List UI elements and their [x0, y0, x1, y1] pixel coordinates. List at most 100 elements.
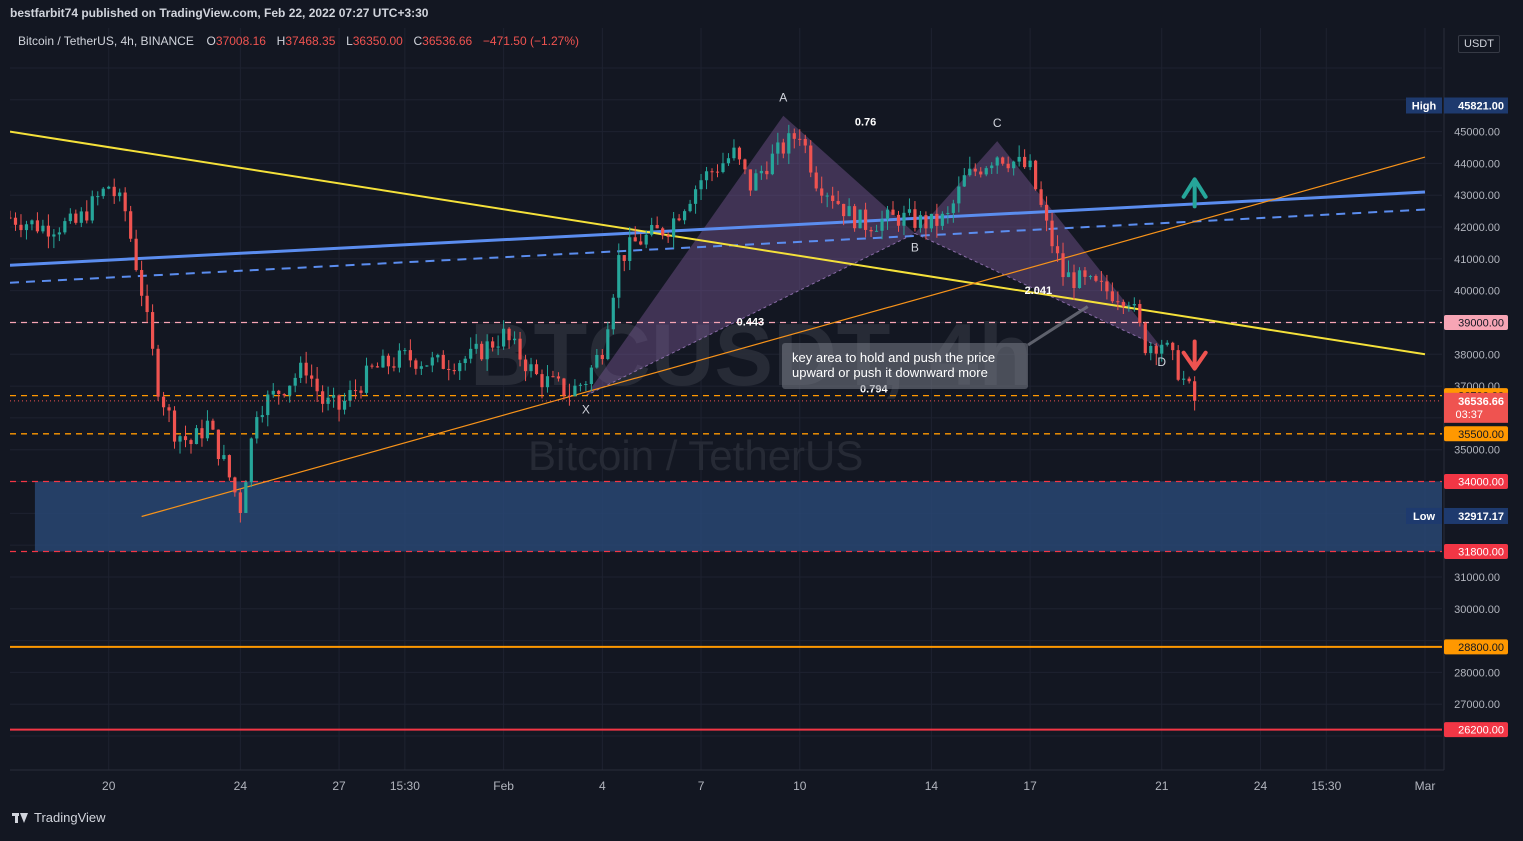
candle-body [337, 395, 341, 410]
candle-body [123, 192, 127, 212]
pattern-point-label: X [582, 403, 590, 417]
candle-body [1083, 270, 1087, 277]
candle-body [288, 385, 292, 396]
candle-body [858, 209, 862, 229]
current-price-tag-bg [1444, 392, 1508, 423]
candle-body [310, 375, 314, 379]
candle-body [540, 374, 544, 388]
candle-body [57, 232, 61, 235]
candle-body [41, 225, 45, 232]
candle-body [1165, 342, 1169, 345]
candle-body [633, 237, 637, 242]
candle-body [869, 229, 873, 232]
candle-body [277, 390, 281, 394]
symbol-name[interactable]: Bitcoin / TetherUS, 4h, BINANCE [18, 34, 194, 48]
candle-body [787, 133, 791, 154]
trendline-yellow [10, 130, 1426, 356]
candle-body [902, 212, 906, 226]
candle-body [853, 206, 857, 229]
candle-body [589, 367, 593, 384]
candle-body [474, 343, 478, 349]
level-price-tag-label: 35500.00 [1458, 429, 1504, 441]
candle-body [929, 213, 933, 229]
candle-body [814, 172, 818, 189]
candle-body [606, 329, 610, 360]
candle-body [1138, 303, 1142, 323]
level-price-tag-label: 34000.00 [1458, 477, 1504, 489]
candle-body [556, 376, 561, 379]
candle-body [979, 171, 983, 175]
candle-body [573, 385, 577, 396]
currency-label[interactable]: USDT [1458, 35, 1500, 53]
candle-body [770, 153, 774, 175]
up-arrow-icon [1181, 177, 1208, 209]
candle-body [331, 395, 336, 398]
candle-body [348, 390, 352, 401]
candle-body [172, 410, 177, 442]
candle-body [913, 209, 917, 228]
candle-body [880, 219, 884, 231]
candle-body [1072, 272, 1076, 289]
candle-body [545, 376, 550, 388]
candle-body [523, 359, 528, 372]
candle-body [161, 396, 166, 408]
level-price-tag-label: 31800.00 [1458, 547, 1504, 559]
time-tick-label: 14 [925, 779, 939, 793]
level-price-tag [1444, 314, 1508, 330]
candle-body [661, 228, 665, 236]
candle-body [754, 173, 758, 191]
candle-body [68, 213, 72, 222]
candle-body [567, 395, 572, 397]
price-tick-label: 38000.00 [1454, 349, 1500, 361]
candle-body [995, 157, 999, 166]
current-price-countdown: 03:37 [1455, 409, 1483, 421]
candle-body [798, 138, 802, 140]
candle-body [463, 358, 467, 364]
annotation-box[interactable]: key area to hold and push the price upwa… [782, 343, 1028, 389]
candle-body [1149, 345, 1153, 354]
candle-body [655, 225, 659, 229]
candle-body [704, 171, 709, 181]
candle-body [644, 234, 648, 245]
candle-body [430, 357, 434, 366]
candle-body [1094, 276, 1098, 281]
candle-body [1088, 276, 1093, 278]
candle-body [238, 492, 242, 513]
candle-body [496, 346, 500, 348]
candle-body [271, 390, 275, 395]
low-tag-value: 32917.17 [1458, 511, 1504, 523]
candle-body [1006, 163, 1010, 169]
candle-body [1160, 344, 1164, 354]
support-zone [34, 481, 1442, 552]
candle-body [507, 328, 511, 341]
candle-body [200, 428, 204, 439]
pattern-xab [585, 115, 915, 396]
price-tick-label: 40000.00 [1454, 286, 1500, 298]
candle-body [19, 224, 23, 231]
time-tick-label: 15:30 [1311, 779, 1341, 793]
candle-body [551, 376, 555, 378]
candle-body [397, 350, 401, 368]
candle-body [693, 189, 698, 204]
candle-body [682, 211, 687, 221]
candle-body [1039, 189, 1043, 205]
time-tick-label: 21 [1155, 779, 1169, 793]
low-tag-label-bg [1406, 507, 1442, 524]
candle-body [715, 171, 720, 173]
candle-body [326, 397, 330, 404]
candle-body [1154, 345, 1158, 354]
footer-brand[interactable]: TradingView [12, 810, 106, 825]
candle-body [107, 186, 111, 189]
candle-body [1187, 378, 1191, 382]
candle-body [441, 354, 445, 369]
candle-body [940, 213, 944, 226]
candle-body [194, 428, 199, 445]
candle-body [737, 147, 742, 160]
candle-body [315, 378, 319, 392]
price-tick-label: 44000.00 [1454, 158, 1500, 170]
candle-body [414, 360, 418, 369]
candle-body [10, 217, 12, 219]
candle-body [918, 215, 923, 228]
